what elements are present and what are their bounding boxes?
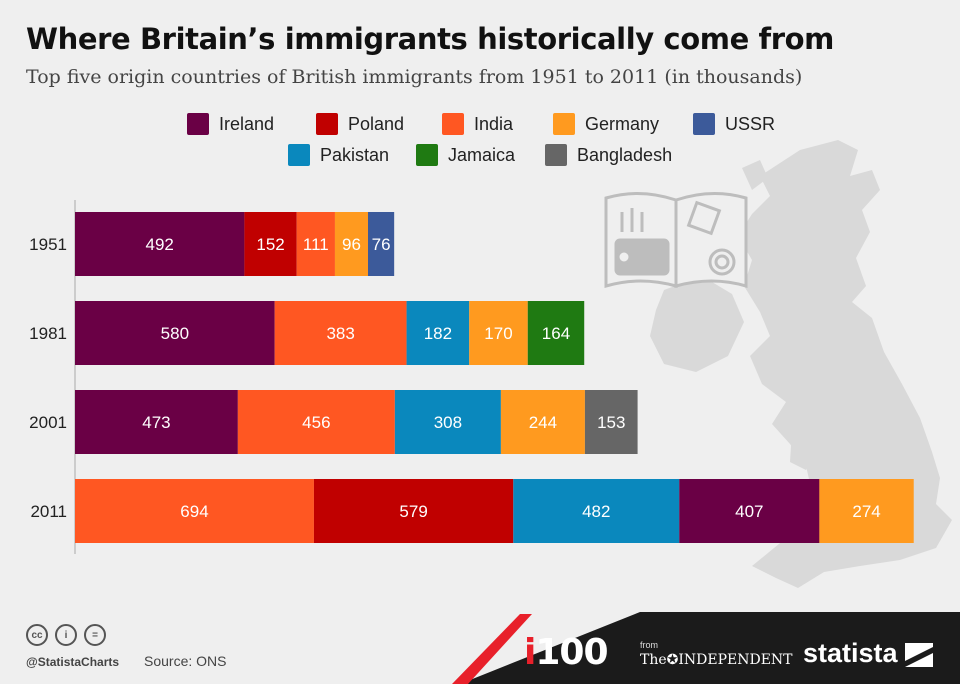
bar-segment-2011-germany [819,479,914,543]
chart-subtitle: Top five origin countries of British imm… [26,66,803,88]
legend-label: Poland [348,113,405,134]
bar-segment-2011-ireland [679,479,820,543]
legend-swatch [288,144,310,166]
legend-swatch [187,113,209,135]
bar-segment-1981-germany [469,301,528,365]
passport-icon [604,191,748,289]
no-derivatives-icon: = [84,624,106,646]
legend-item-ireland: Ireland [187,113,274,135]
data-label: 170 [484,324,512,343]
legend-label: Ireland [219,113,275,134]
bar-segment-2001-germany [500,390,585,454]
creative-commons-icon: cc [26,624,48,646]
data-label: 579 [399,502,427,521]
data-label: 456 [302,413,330,432]
bar-segment-1981-jamaica [527,301,585,365]
independent-logo: The✪INDEPENDENT [640,652,793,668]
bar-segment-2001-ireland [75,390,238,454]
data-label: 492 [146,235,174,254]
legend-item-ussr: USSR [693,113,775,135]
legend-swatch [316,113,338,135]
data-label: 153 [597,413,625,432]
legend-label: Pakistan [320,144,390,165]
legend-swatch [553,113,575,135]
data-label: 580 [161,324,189,343]
i100-logo: i100 [524,632,609,673]
legend-label: Germany [585,113,660,134]
data-label: 152 [256,235,284,254]
legend-item-pakistan: Pakistan [288,144,389,166]
attribution-icon: i [55,624,77,646]
legend-swatch [545,144,567,166]
legend-label: Jamaica [448,144,516,165]
y-tick-label: 2001 [29,413,67,432]
legend-label: India [474,113,514,134]
legend-item-bangladesh: Bangladesh [545,144,672,166]
chart-title: Where Britain’s immigrants historically … [26,22,834,56]
bar-segment-2001-bangladesh [584,390,638,454]
data-label: 383 [326,324,354,343]
y-tick-label: 2011 [30,502,67,521]
data-label: 76 [372,235,391,254]
bar-segment-1981-ireland [75,301,275,365]
data-label: 111 [303,235,329,254]
legend-item-poland: Poland [316,113,404,135]
i100-i: i [524,632,536,673]
bar-segment-1951-poland [244,212,297,276]
legend-label: USSR [725,113,776,134]
from-label: from [640,640,658,650]
data-label: 164 [542,324,570,343]
license-icons: cc i = [26,624,106,646]
statista-handle: @StatistaCharts [26,655,120,669]
legend-item-jamaica: Jamaica [416,144,515,166]
data-label: 182 [424,324,452,343]
y-tick-label: 1951 [29,235,67,254]
legend-item-germany: Germany [553,113,659,135]
i100-number: 100 [535,632,608,673]
legend-swatch [416,144,438,166]
y-tick-label: 1981 [29,324,67,343]
data-label: 274 [852,502,880,521]
statista-logo: statista [803,638,898,668]
legend-label: Bangladesh [577,144,673,165]
uk-silhouette-icon [650,140,952,588]
statista-logo-icon [905,643,933,667]
source-text: Source: ONS [144,653,227,669]
legend-swatch [442,113,464,135]
bar-segment-1951-india [296,212,335,276]
bar-segment-2011-india [75,479,314,543]
data-label: 308 [434,413,462,432]
bar-segment-1951-ireland [75,212,245,276]
data-label: 482 [582,502,610,521]
bar-segment-2001-india [237,390,395,454]
legend-item-india: India [442,113,513,135]
bar-segment-2011-poland [313,479,514,543]
data-label: 473 [142,413,170,432]
bar-segment-1981-pakistan [406,301,470,365]
bar-segment-1951-ussr [368,212,395,276]
data-label: 407 [735,502,763,521]
bar-segment-1981-india [274,301,407,365]
data-label: 694 [180,502,208,521]
bar-segment-2001-pakistan [394,390,501,454]
bar-segment-1951-germany [334,212,369,276]
data-label: 96 [342,235,361,254]
data-label: 244 [529,413,557,432]
legend-swatch [693,113,715,135]
stacked-bar-chart: 1951 492 152 111 96 76 1981 580 383 182 170 164 2001… [29,200,914,554]
bar-segment-2011-pakistan [513,479,680,543]
